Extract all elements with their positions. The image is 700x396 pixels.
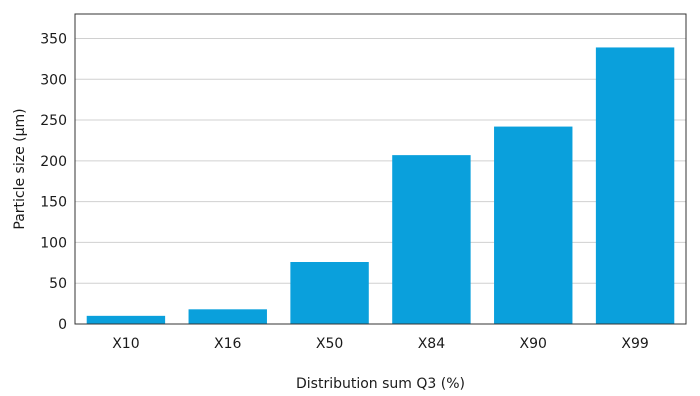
y-tick-label: 300 [40, 72, 67, 88]
x-axis-title: Distribution sum Q3 (%) [296, 376, 465, 392]
y-axis-title: Particle size (µm) [12, 108, 28, 229]
y-tick-label: 0 [58, 317, 67, 333]
bar-x16 [188, 309, 267, 324]
y-tick-label: 100 [40, 235, 67, 251]
y-tick-label: 50 [49, 276, 67, 292]
bars [86, 47, 675, 325]
x-tick-label: X84 [418, 336, 445, 352]
bar-x90 [494, 126, 573, 324]
x-tick-labels: X10 X16 X50 X84 X90 X99 [112, 336, 649, 352]
x-tick-label: X99 [621, 336, 648, 352]
x-tick-label: X50 [316, 336, 343, 352]
x-tick-label: X16 [214, 336, 241, 352]
bar-x84 [392, 155, 471, 324]
bar-x99 [595, 47, 675, 325]
y-tick-label: 250 [40, 113, 67, 129]
plot-frame [74, 13, 687, 325]
y-tick-label: 350 [40, 31, 67, 47]
x-tick-label: X10 [112, 336, 139, 352]
gridlines [75, 37, 686, 284]
bar-x10 [86, 315, 166, 324]
y-tick-label: 150 [40, 195, 67, 211]
bar-x50 [290, 262, 369, 324]
x-tick-label: X90 [520, 336, 547, 352]
y-tick-labels: 0 50 100 150 200 250 300 350 [40, 31, 67, 333]
y-tick-label: 200 [40, 154, 67, 170]
